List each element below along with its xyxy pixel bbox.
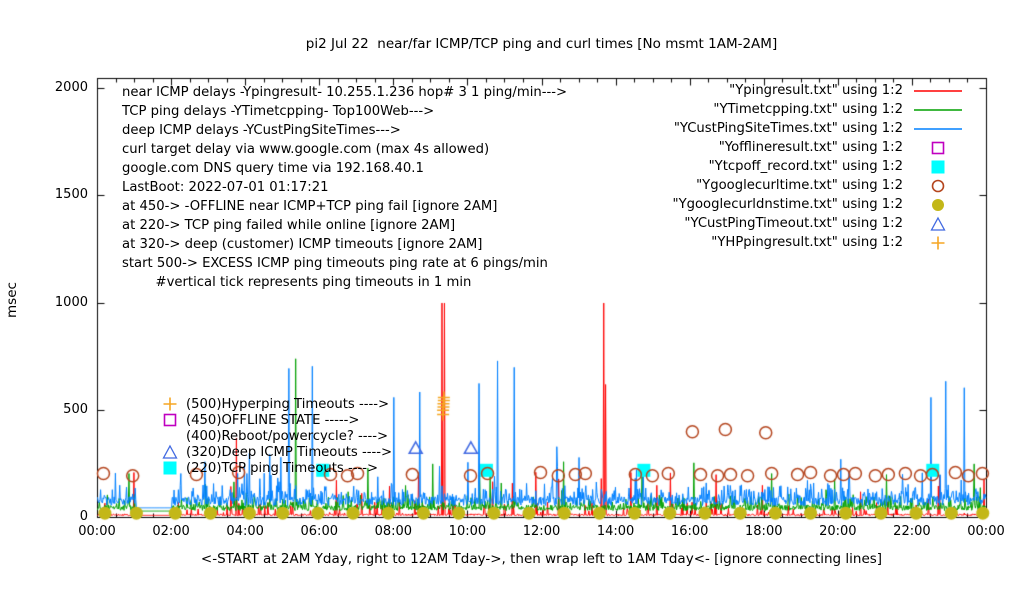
legend-label: "Ytcpoff_record.txt" using 1:2 — [708, 159, 903, 174]
legend-square-filled-icon — [912, 159, 964, 175]
annotation-plus-icon — [160, 396, 186, 412]
legend-item: "Yofflineresult.txt" using 1:2 — [673, 138, 965, 157]
x-axis-note: <-START at 2AM Yday, right to 12AM Tday-… — [200, 551, 883, 567]
annotation-label: (400)Reboot/powercycle? ----> — [186, 428, 389, 444]
chart-title: pi2 Jul 22 near/far ICMP/TCP ping and cu… — [305, 36, 778, 52]
x-tick-label: 12:00 — [522, 524, 561, 539]
x-tick-label: 10:00 — [448, 524, 487, 539]
info-line: near ICMP delays -Ypingresult- 10.255.1.… — [122, 85, 568, 100]
y-tick-label: 2000 — [54, 80, 88, 95]
legend-circle-open-icon — [912, 178, 964, 194]
annotation-label: (450)OFFLINE STATE -----> — [186, 412, 360, 428]
info-line: #vertical tick represents ping timeouts … — [122, 275, 472, 290]
info-line: LastBoot: 2022-07-01 01:17:21 — [122, 180, 329, 195]
y-tick-label: 500 — [63, 401, 88, 417]
info-line: deep ICMP delays -YCustPingSiteTimes---> — [122, 123, 401, 138]
x-tick-label: 16:00 — [670, 524, 709, 539]
legend-item: "Ypingresult.txt" using 1:2 — [673, 81, 965, 100]
info-line: at 220-> TCP ping failed while online [i… — [122, 218, 456, 233]
info-line: at 320-> deep (customer) ICMP timeouts [… — [122, 237, 483, 252]
y-tick-label: 1000 — [54, 294, 88, 310]
annotation-row: (450)OFFLINE STATE -----> — [160, 412, 392, 428]
legend: "Ypingresult.txt" using 1:2 "YTimetcpping… — [673, 81, 965, 252]
legend-circle-filled-icon — [912, 197, 964, 213]
legend-label: "Ygooglecurldnstime.txt" using 1:2 — [672, 197, 904, 212]
annotation-row: (320)Deep ICMP Timeouts ----> — [160, 444, 392, 460]
legend-label: "YCustPingSiteTimes.txt" using 1:2 — [673, 121, 903, 136]
x-tick-label: 22:00 — [893, 524, 931, 539]
legend-item: "YHPpingresult.txt" using 1:2 — [673, 233, 965, 252]
annotation-row: (500)Hyperping Timeouts ----> — [160, 396, 392, 412]
legend-item: "Ygooglecurldnstime.txt" using 1:2 — [673, 195, 965, 214]
x-tick-label: 06:00 — [300, 524, 338, 539]
legend-item: "YTimetcpping.txt" using 1:2 — [673, 100, 965, 119]
legend-item: "YCustPingSiteTimes.txt" using 1:2 — [673, 119, 965, 138]
info-line: curl target delay via www.google.com (ma… — [122, 142, 490, 157]
legend-item: "Ygooglecurltime.txt" using 1:2 — [673, 176, 965, 195]
x-tick-label: 18:00 — [745, 524, 783, 539]
legend-label: "Yofflineresult.txt" using 1:2 — [718, 140, 903, 155]
annotation-square-open-icon — [160, 412, 186, 428]
x-tick-label: 00:00 — [78, 524, 116, 539]
y-tick-label: 0 — [79, 509, 88, 524]
legend-item: "YCustPingTimeout.txt" using 1:2 — [673, 214, 965, 233]
info-block: near ICMP delays -Ypingresult- 10.255.1.… — [122, 83, 567, 292]
legend-square-open-icon — [912, 140, 964, 156]
annotation-label: (320)Deep ICMP Timeouts ----> — [186, 444, 393, 460]
annotation-triangle-open-icon — [160, 444, 186, 460]
plot-annotations: (500)Hyperping Timeouts ----> (450)OFFLIN… — [160, 396, 392, 476]
annotation-row: (220)TCP ping Timeouts ----> — [160, 460, 392, 476]
annotation-label: (500)Hyperping Timeouts ----> — [186, 396, 390, 412]
x-tick-label: 02:00 — [152, 524, 190, 539]
legend-label: "YCustPingTimeout.txt" using 1:2 — [684, 216, 903, 231]
info-line: TCP ping delays -YTimetcpping- Top100Web… — [122, 104, 435, 119]
info-line: start 500-> EXCESS ICMP ping timeouts pi… — [122, 256, 548, 271]
x-tick-label: 20:00 — [819, 524, 857, 539]
legend-label: "YHPpingresult.txt" using 1:2 — [711, 235, 903, 250]
y-tick-label: 1500 — [54, 187, 88, 203]
x-tick-label: 14:00 — [596, 524, 635, 539]
x-tick-label: 00:00 — [967, 524, 1005, 539]
legend-triangle-open-icon — [912, 216, 964, 232]
legend-line-icon — [912, 121, 964, 137]
legend-line-icon — [912, 83, 964, 99]
legend-line-icon — [912, 102, 964, 118]
x-tick-label: 08:00 — [374, 524, 413, 539]
annotation-label: (220)TCP ping Timeouts ----> — [186, 460, 379, 476]
legend-label: "YTimetcpping.txt" using 1:2 — [713, 102, 903, 117]
info-line: google.com DNS query time via 192.168.40… — [122, 161, 424, 176]
info-line: at 450-> -OFFLINE near ICMP+TCP ping fai… — [122, 199, 498, 214]
annotation-row: (400)Reboot/powercycle? ----> — [160, 428, 392, 444]
legend-label: "Ypingresult.txt" using 1:2 — [729, 83, 903, 98]
legend-label: "Ygooglecurltime.txt" using 1:2 — [696, 178, 903, 193]
x-tick-label: 04:00 — [226, 524, 264, 539]
legend-item: "Ytcpoff_record.txt" using 1:2 — [673, 157, 965, 176]
legend-plus-icon — [912, 235, 964, 251]
annotation-square-filled-icon — [160, 460, 186, 476]
